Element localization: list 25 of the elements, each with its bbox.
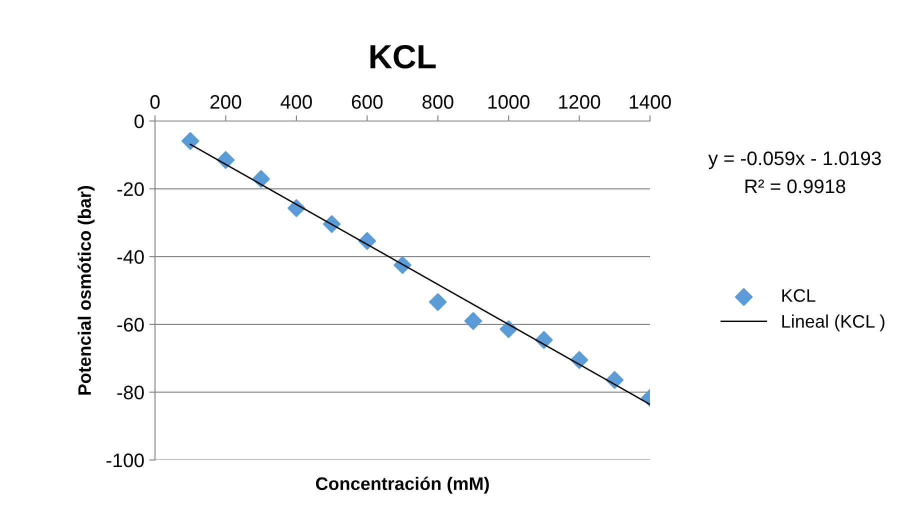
x-tick-label: 800 (422, 95, 454, 109)
y-tick-label: 0 (134, 114, 144, 128)
y-tick-label: -20 (117, 182, 144, 196)
legend-label: Lineal (KCL ) (782, 314, 884, 332)
x-tick-label: 0 (150, 95, 160, 109)
x-tick-label: 1400 (630, 95, 671, 109)
x-tick-label: 1200 (559, 95, 600, 109)
y-tick-label: -40 (117, 250, 144, 264)
point (464, 312, 482, 330)
y-tick-label: -80 (117, 386, 144, 400)
point (252, 170, 270, 188)
point (181, 132, 200, 150)
y-tick-label: -60 (117, 318, 144, 332)
chart-title: KCL (370, 44, 436, 69)
point (428, 293, 447, 311)
text: y = -0.059x - 1.0193 (708, 151, 881, 170)
x-tick-label: 400 (280, 95, 312, 109)
x-axis-title: Concentración (mM) (316, 476, 489, 494)
x-tick-label: 1000 (488, 95, 530, 109)
legend-label: KCL (782, 289, 816, 302)
y-tick-label: -100 (106, 453, 144, 468)
x-tick-label: 200 (210, 95, 242, 109)
x-tick-label: 600 (352, 95, 383, 109)
y-axis-title: Potencial osmótico (bar) (78, 186, 95, 395)
text: R² = 0.9918 (746, 179, 846, 194)
